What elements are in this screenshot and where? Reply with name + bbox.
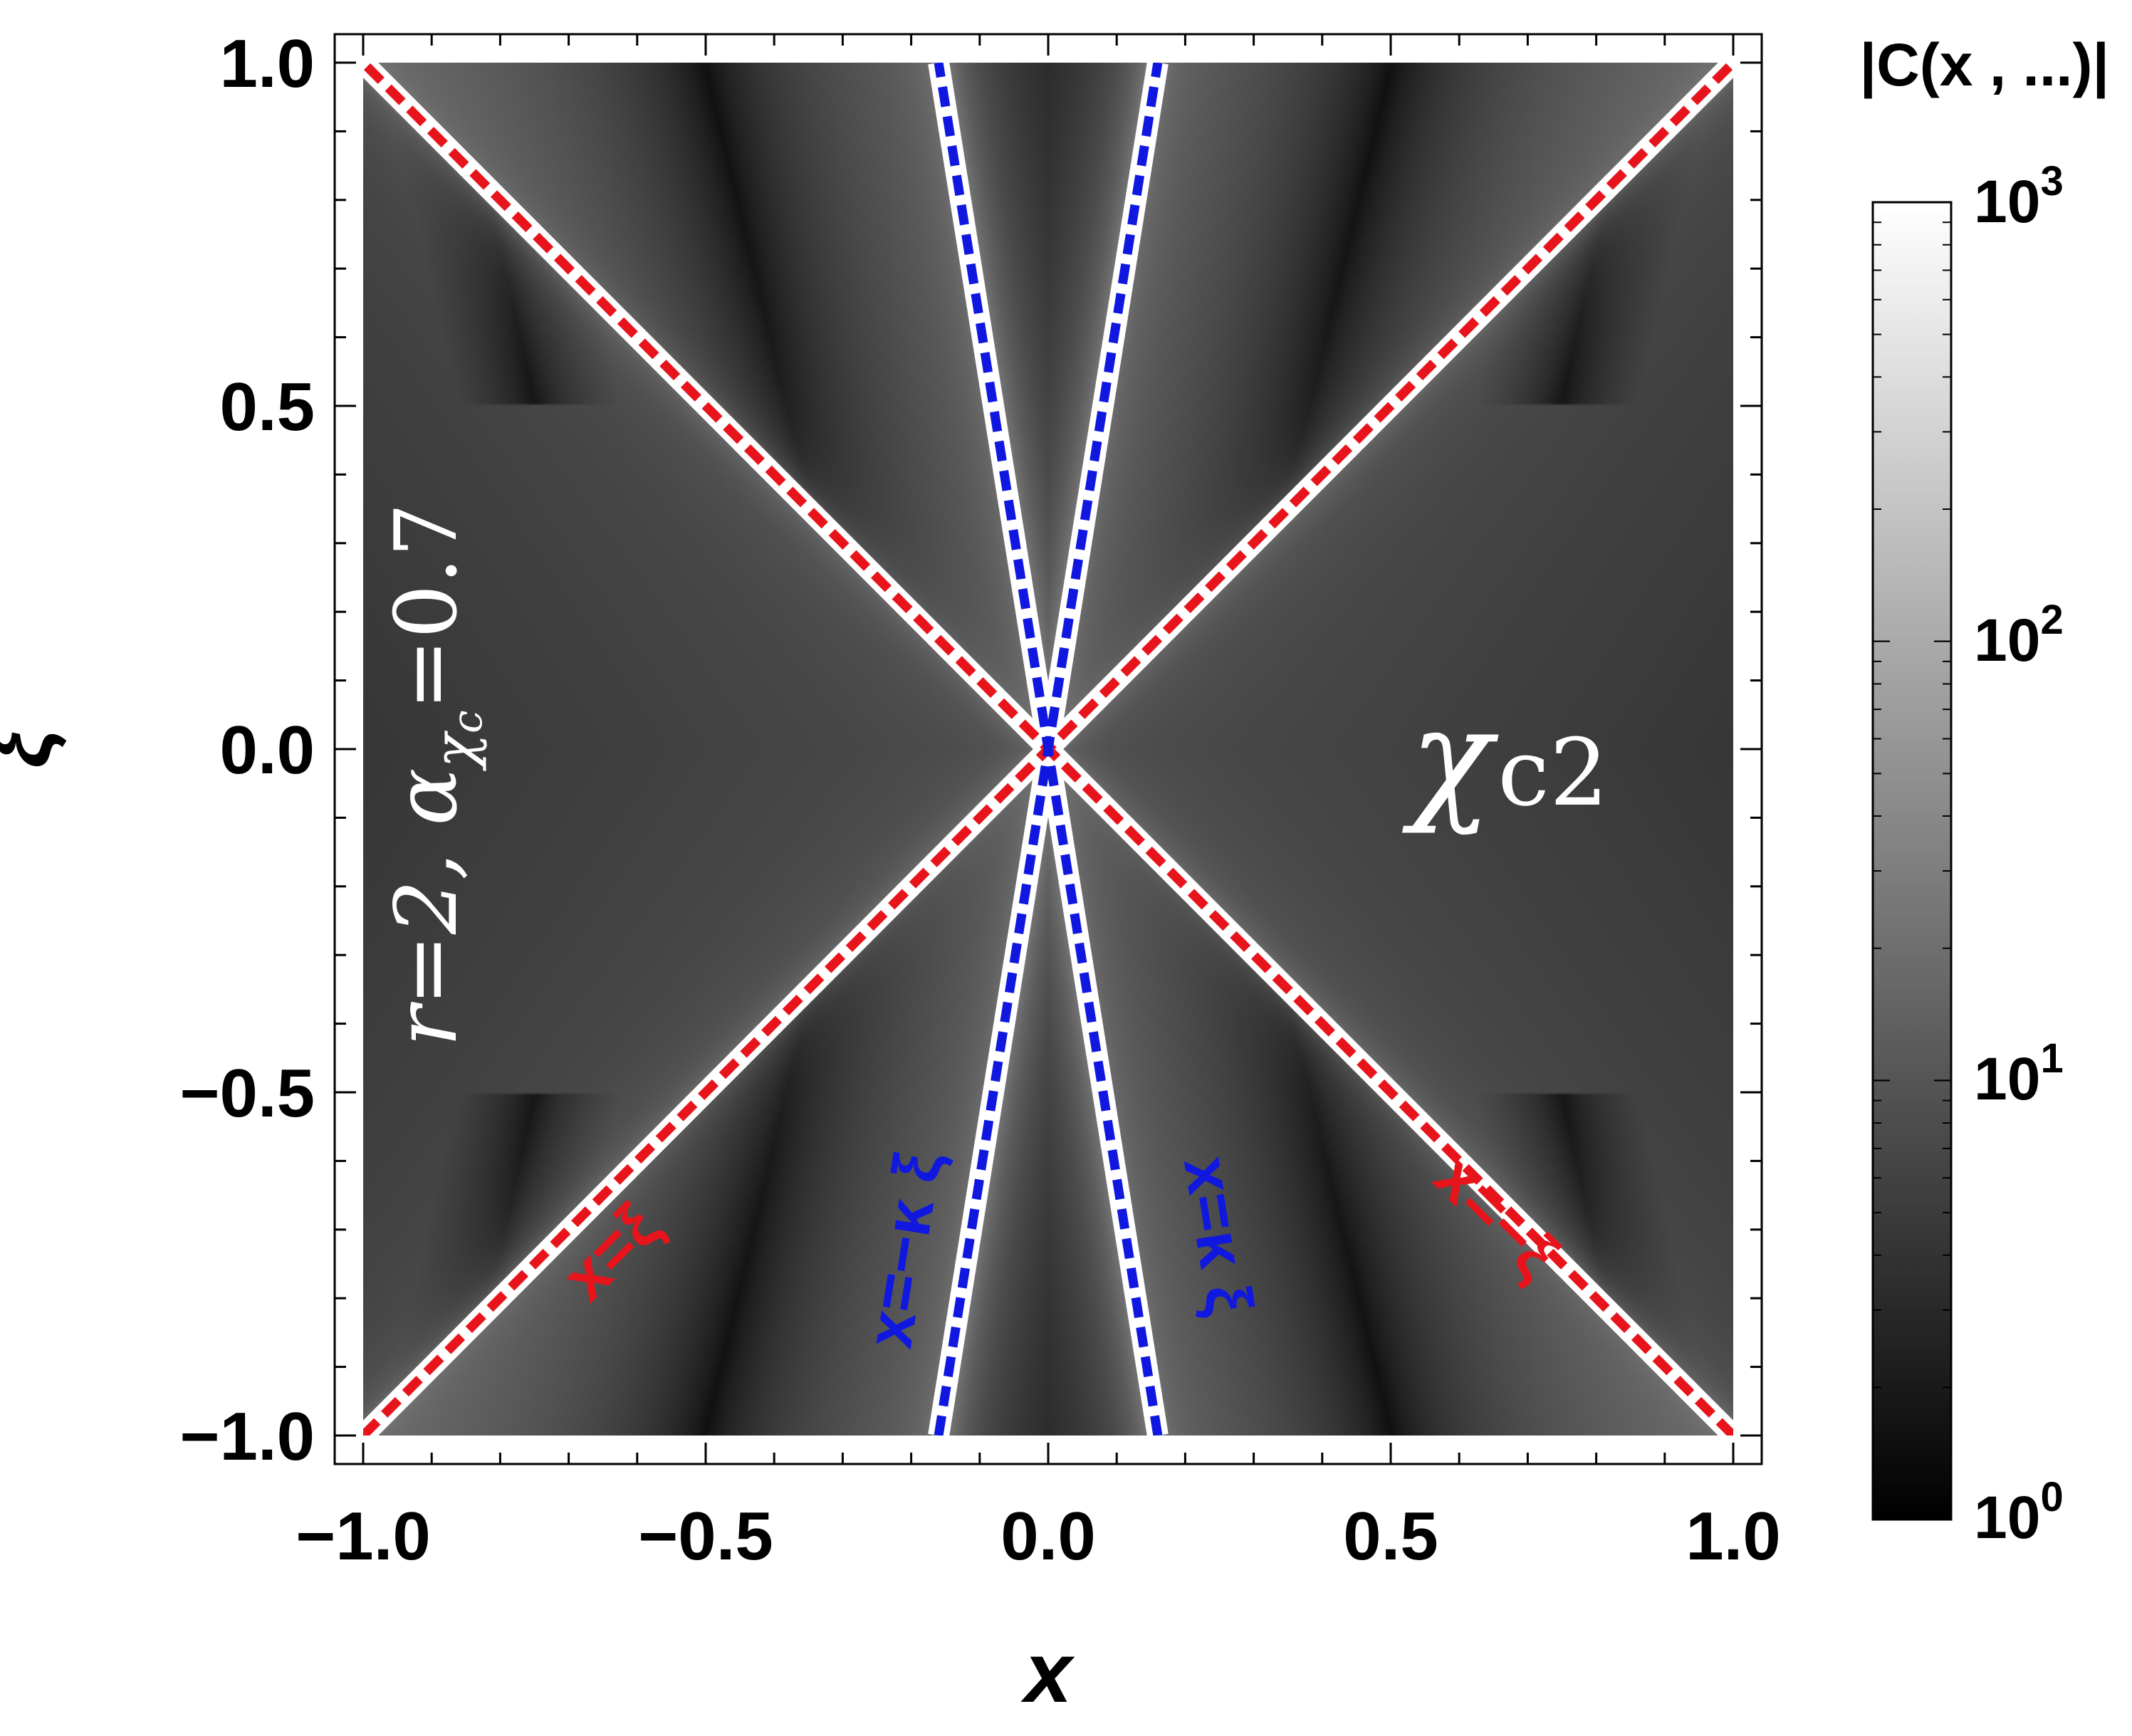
guide-line-3 xyxy=(934,63,1163,1436)
colorbar-tick-label: 103 xyxy=(1974,158,2064,235)
params-value: =0.7 xyxy=(377,503,476,710)
x-tick-label: 0.5 xyxy=(1343,1498,1438,1574)
particle-annotation: χc2 xyxy=(1401,679,1609,837)
y-tick-label: −1.0 xyxy=(179,1398,315,1475)
y-tick-label: −0.5 xyxy=(179,1055,315,1131)
axis-ticks xyxy=(335,34,1762,1464)
params-subsub: c xyxy=(443,710,491,733)
colorbar-tick-label: 102 xyxy=(1974,597,2064,674)
params-annotation: r=2, αχc=0.7 xyxy=(377,503,491,1047)
y-axis-title: ξ xyxy=(0,726,68,768)
x-tick-label: −1.0 xyxy=(296,1498,431,1574)
particle-sub: c2 xyxy=(1498,718,1609,827)
colorbar-tick-label: 101 xyxy=(1974,1035,2064,1112)
particle-main: χ xyxy=(1401,679,1499,837)
guide-lines xyxy=(363,63,1733,1436)
y-tick-label: 0.5 xyxy=(220,369,315,445)
params-text: r=2, α xyxy=(377,768,476,1047)
x-tick-label: 1.0 xyxy=(1686,1498,1780,1574)
y-tick-label: 1.0 xyxy=(220,26,315,102)
params-sub: χ xyxy=(422,730,488,771)
x-tick-labels: −1.0 −0.5 0.0 0.5 1.0 xyxy=(296,1498,1780,1574)
colorbar xyxy=(1871,201,1953,1521)
colorbar-labels: 100 101 102 103 xyxy=(1974,158,2064,1551)
y-tick-labels: −1.0 −0.5 0.0 0.5 1.0 xyxy=(179,26,315,1475)
x-tick-label: 0.0 xyxy=(1000,1498,1095,1574)
y-tick-label: 0.0 xyxy=(220,712,315,788)
x-axis-title: x xyxy=(1020,1625,1075,1720)
colorbar-title: |C(x , ...)| xyxy=(1860,31,2109,99)
colorbar-ticks xyxy=(1873,202,1951,1520)
x-tick-label: −0.5 xyxy=(638,1498,773,1574)
colorbar-tick-label: 100 xyxy=(1974,1474,2064,1551)
